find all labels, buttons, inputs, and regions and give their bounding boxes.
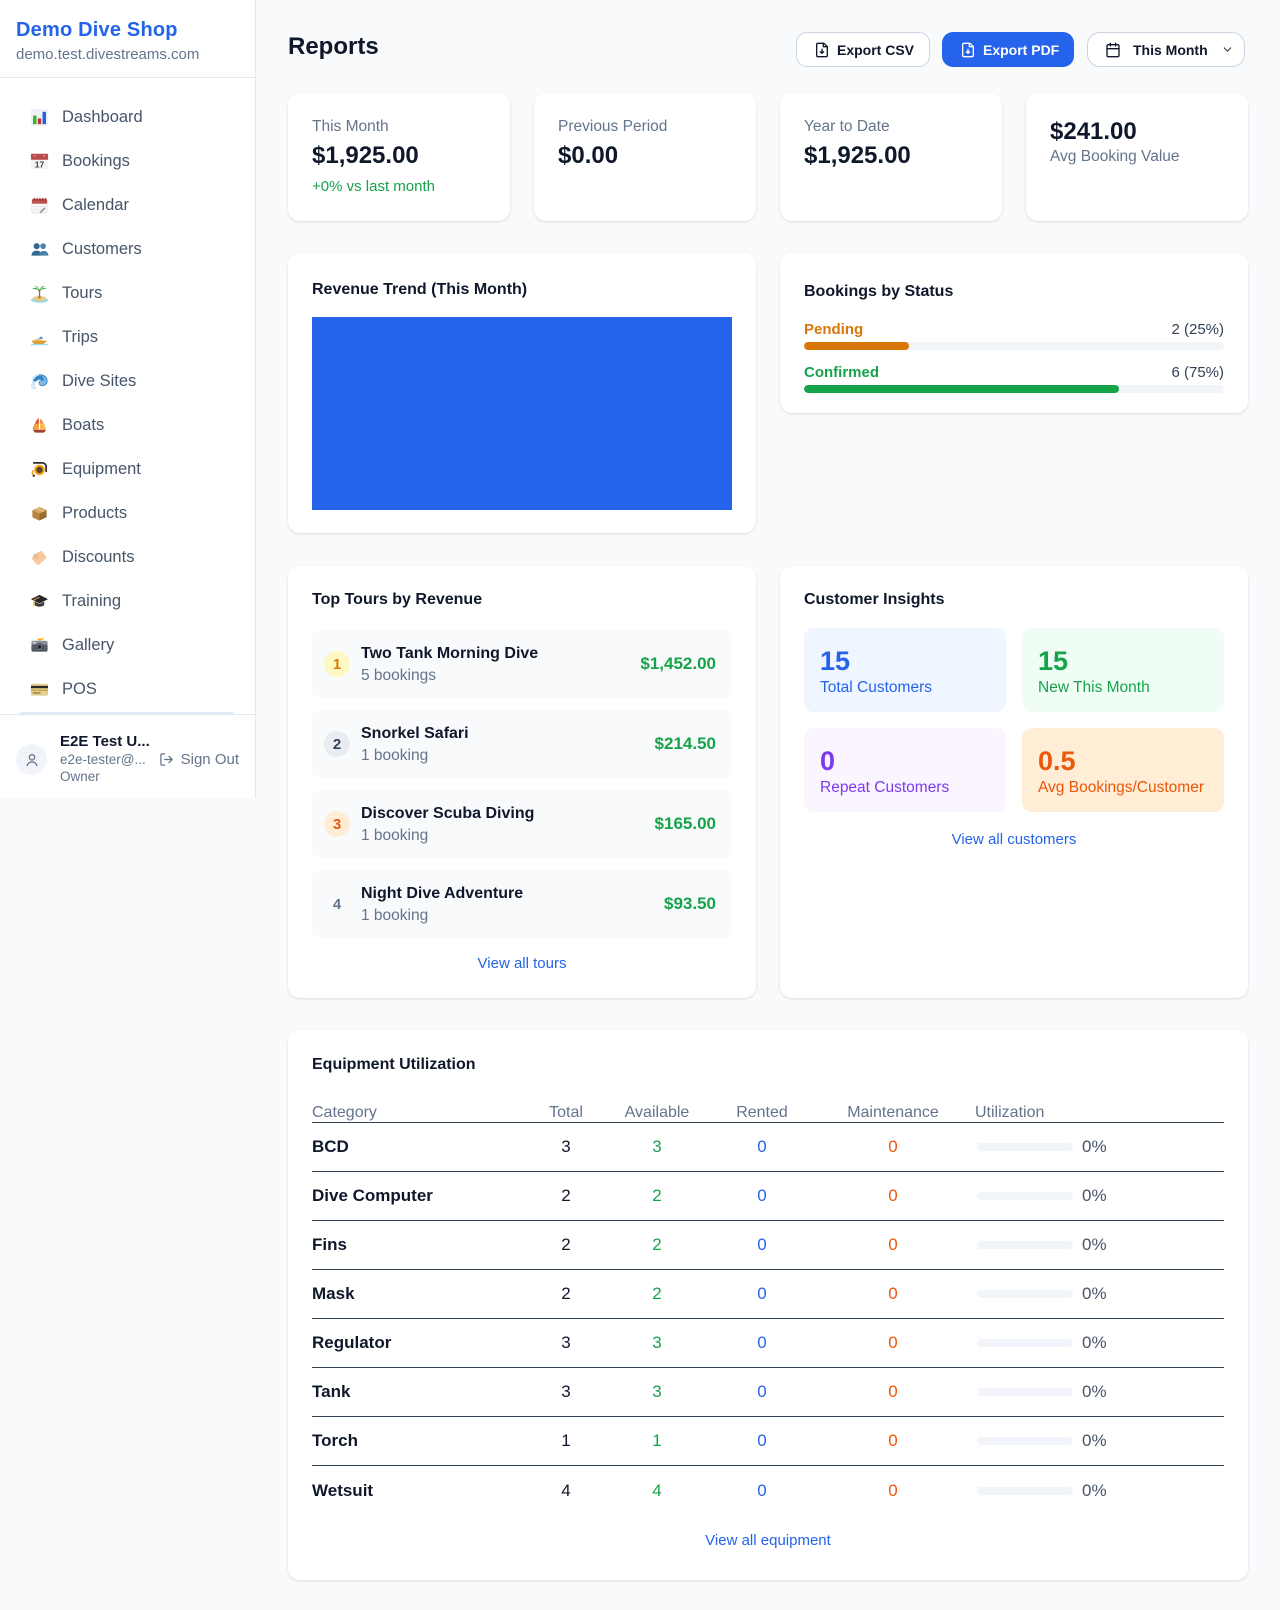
svg-text:17: 17	[35, 159, 45, 169]
